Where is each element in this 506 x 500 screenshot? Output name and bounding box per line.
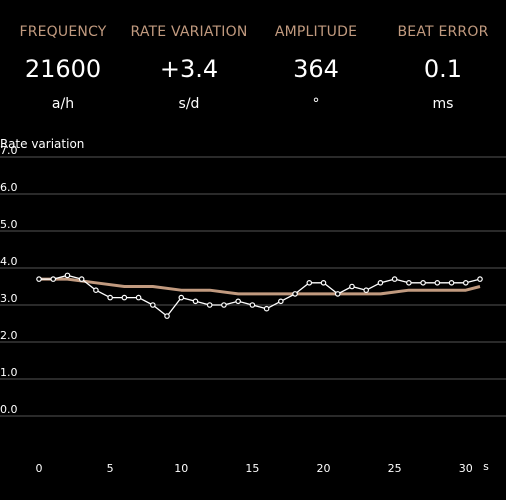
data-point bbox=[320, 280, 327, 286]
beat-error-unit: ms bbox=[432, 96, 454, 112]
data-point bbox=[235, 298, 241, 305]
data-point bbox=[420, 280, 426, 286]
x-tick-label: 15 bbox=[245, 462, 259, 475]
x-axis-ticks: 0 5 10 15 20 25 30 bbox=[36, 462, 473, 475]
data-point bbox=[263, 305, 270, 312]
data-point bbox=[434, 280, 441, 286]
data-point bbox=[121, 294, 128, 301]
data-point bbox=[206, 302, 213, 308]
data-point bbox=[306, 280, 313, 286]
data-point bbox=[50, 276, 57, 282]
data-point bbox=[178, 294, 185, 301]
frequency-label: FREQUENCY bbox=[19, 24, 107, 40]
data-point bbox=[249, 302, 256, 308]
rate-variation-value: +3.4 bbox=[159, 55, 219, 83]
y-tick-label: 4.0 bbox=[0, 255, 18, 268]
data-point bbox=[93, 287, 99, 294]
x-tick-label: 20 bbox=[317, 462, 331, 475]
data-point bbox=[334, 291, 341, 297]
x-tick-label: 0 bbox=[36, 462, 43, 475]
data-point bbox=[64, 272, 71, 279]
data-point bbox=[78, 276, 85, 282]
beat-error-label: BEAT ERROR bbox=[397, 24, 489, 40]
y-tick-label: 7.0 bbox=[0, 144, 18, 157]
trend-series-line bbox=[39, 277, 481, 296]
amplitude-unit: ° bbox=[312, 96, 320, 112]
y-tick-label: 6.0 bbox=[0, 181, 18, 194]
data-point bbox=[363, 287, 369, 294]
y-tick-label: 5.0 bbox=[0, 218, 18, 231]
data-point bbox=[406, 280, 412, 286]
metrics-header: FREQUENCY 21600 a/h RATE VARIATION +3.4 … bbox=[0, 0, 506, 120]
data-point bbox=[221, 302, 227, 308]
rate-variation-chart: 0.0 1.0 2.0 3.0 4.0 5.0 6.0 7.0 0 5 10 15 20 25 30 Ra… bbox=[0, 137, 506, 475]
data-point bbox=[462, 280, 469, 286]
data-point bbox=[36, 276, 42, 282]
y-tick-label: 1.0 bbox=[0, 366, 18, 379]
y-tick-label: 0.0 bbox=[0, 403, 18, 416]
data-point bbox=[164, 313, 170, 319]
data-point bbox=[292, 291, 298, 297]
data-point bbox=[377, 280, 384, 286]
x-tick-label: 5 bbox=[107, 462, 114, 475]
x-tick-label: 30 bbox=[459, 462, 473, 475]
data-point bbox=[278, 298, 284, 305]
data-point bbox=[477, 276, 483, 282]
x-tick-label: 25 bbox=[388, 462, 402, 475]
rate-series-line bbox=[39, 274, 481, 317]
beat-error-value: 0.1 bbox=[423, 55, 463, 83]
grid-lines bbox=[0, 156, 506, 417]
rate-variation-label: RATE VARIATION bbox=[130, 24, 248, 40]
frequency-value: 21600 bbox=[24, 55, 102, 83]
amplitude-label: AMPLITUDE bbox=[274, 24, 358, 40]
x-tick-label: 10 bbox=[174, 462, 188, 475]
y-tick-label: 2.0 bbox=[0, 329, 18, 342]
data-point bbox=[107, 294, 113, 301]
rate-variation-unit: s/d bbox=[178, 96, 200, 112]
chart-title: Rate variation bbox=[0, 137, 84, 151]
y-tick-label: 3.0 bbox=[0, 292, 18, 305]
y-axis-ticks: 0.0 1.0 2.0 3.0 4.0 5.0 6.0 7.0 bbox=[0, 144, 18, 416]
data-point bbox=[192, 298, 199, 305]
data-series bbox=[36, 272, 483, 319]
data-point bbox=[448, 280, 455, 286]
data-point bbox=[391, 276, 398, 282]
data-point bbox=[150, 302, 156, 308]
amplitude-value: 364 bbox=[293, 55, 339, 83]
data-point bbox=[349, 283, 355, 290]
x-axis-unit-label: s bbox=[483, 460, 489, 473]
data-point bbox=[135, 294, 142, 301]
frequency-unit: a/h bbox=[51, 96, 75, 112]
